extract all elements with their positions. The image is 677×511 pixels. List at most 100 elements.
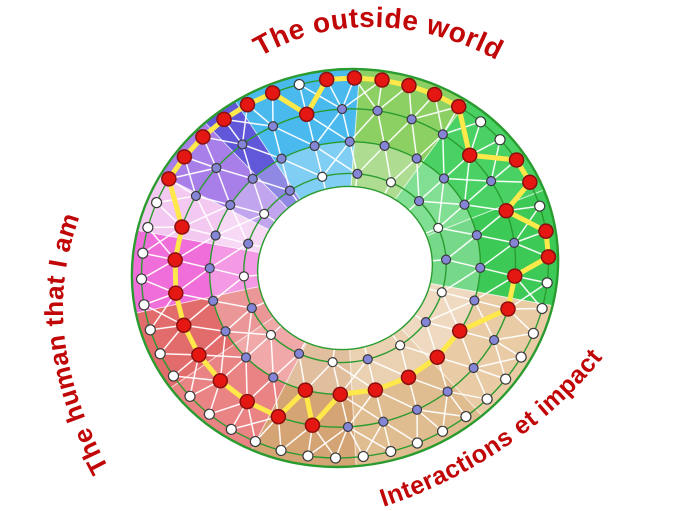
node [154,348,166,360]
node [204,263,215,274]
node [433,222,444,234]
node [352,168,363,179]
red-node [401,77,417,94]
node [302,450,314,462]
node [385,445,397,458]
node [327,357,338,368]
node [225,199,236,211]
red-node [239,96,256,113]
node [138,299,150,311]
node [534,200,546,212]
red-node [367,382,384,398]
node [420,316,431,328]
node [225,423,237,435]
node [440,254,452,265]
node [469,295,480,306]
red-node [522,174,538,191]
node [247,173,258,184]
node [208,295,219,306]
node [411,153,422,164]
node [411,437,423,449]
node [509,237,520,248]
red-node [195,129,211,145]
red-node [332,386,349,403]
node [237,139,248,150]
red-node [429,349,446,365]
red-node [297,382,314,398]
node [460,410,472,423]
red-node [168,285,184,301]
red-node [212,372,229,389]
node [406,114,417,125]
node [184,390,196,402]
node [342,421,354,433]
node [142,221,154,234]
node [284,185,295,196]
red-node [176,317,192,334]
node [500,373,512,385]
red-node [264,85,281,101]
red-node [400,369,417,386]
node [372,105,383,116]
node [436,425,449,437]
red-node [426,86,443,103]
node [438,173,450,184]
red-node [318,71,335,88]
node [276,153,287,164]
red-node [174,219,190,235]
red-node [346,70,363,86]
red-node [540,249,557,265]
node [413,195,425,207]
node [167,370,180,382]
red-node [161,171,177,187]
node [268,372,279,383]
node [357,450,369,463]
node [481,393,493,405]
node [317,171,328,182]
label-human-that-i-am: The human that I am [39,209,114,480]
center-hole [257,186,433,350]
green-ring [256,185,434,351]
node [336,103,348,115]
red-node [191,347,207,363]
node [486,176,497,187]
node [249,435,261,448]
node [437,129,448,140]
red-node [450,98,467,115]
node [267,121,279,132]
node [536,302,548,315]
node [190,190,202,202]
node [378,416,389,427]
node [203,408,215,420]
node [385,177,397,188]
red-node [461,147,478,164]
node [344,136,355,147]
node [379,140,390,152]
red-node [374,72,390,88]
node [238,271,250,282]
node [475,262,486,273]
node [329,452,342,464]
node [293,78,305,91]
node [471,230,482,241]
node [494,134,506,146]
red-node [176,149,193,165]
label-outside-world: The outside world [248,2,508,66]
red-node [498,202,514,219]
red-node [451,323,468,339]
node [442,386,453,397]
node [265,329,277,341]
node [243,238,254,249]
node [220,326,231,337]
node [293,348,305,359]
red-node [298,106,315,123]
node [541,277,553,289]
node [135,273,148,285]
node [468,362,479,374]
green-ring [130,67,560,469]
red-node [500,301,516,317]
node [527,327,539,340]
node [259,208,270,220]
node [151,196,163,209]
